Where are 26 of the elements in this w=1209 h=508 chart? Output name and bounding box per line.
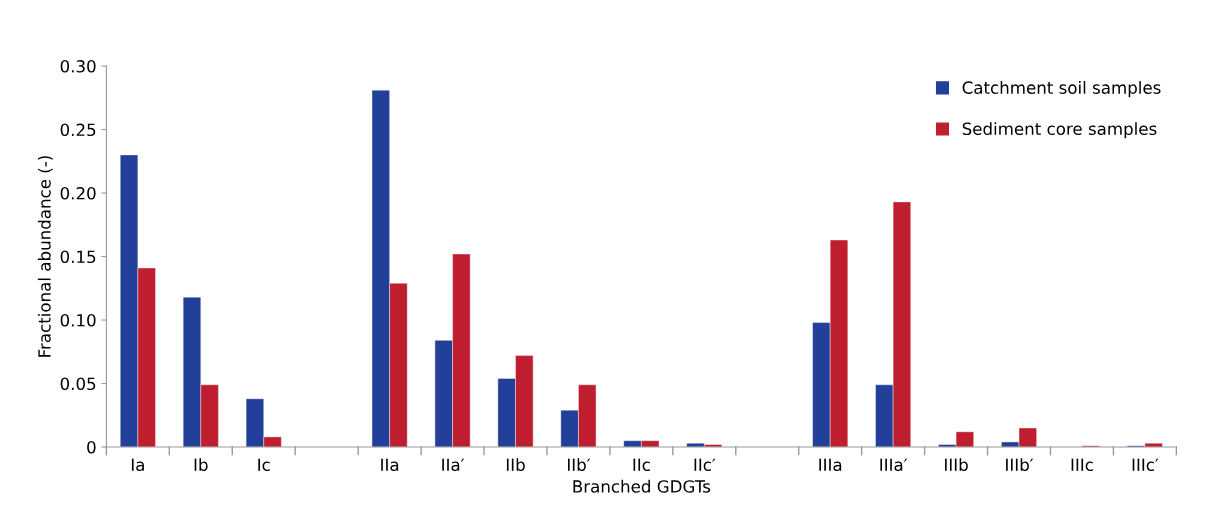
x-tick-label: Ia [131, 458, 144, 472]
x-tick-label: IIa [381, 458, 399, 472]
x-axis-title: Branched GDGTs [573, 479, 711, 493]
legend-label: Catchment soil samples [962, 81, 1161, 98]
x-tick-label: IIIb′ [1006, 458, 1034, 472]
x-tick-label: IIIa [819, 458, 842, 472]
x-tick-label: IIb [506, 458, 525, 472]
y-tick-label: 0.25 [60, 123, 96, 137]
x-tick-label: IIb′ [567, 458, 591, 472]
x-tick-label: IIIa′ [880, 458, 908, 472]
x-tick-label: IIIc [1071, 458, 1093, 472]
legend-label: Sediment core samples [962, 122, 1157, 139]
x-tick-label: IIIb [945, 458, 968, 472]
y-tick-label: 0 [87, 441, 96, 454]
x-tick-label: IIc′ [694, 458, 716, 472]
y-tick-label: 0.05 [60, 377, 96, 391]
y-tick-label: 0.20 [60, 187, 96, 200]
x-tick-label: Ib [194, 458, 208, 472]
y-tick-label: 0.30 [60, 60, 96, 73]
x-tick-label: Ic [258, 458, 270, 472]
y-tick-label: 0.15 [60, 250, 96, 264]
x-tick-label: IIc [633, 458, 650, 472]
y-axis-title: Fractional abundance (-) [37, 156, 53, 357]
y-tick-label: 0.10 [60, 314, 96, 327]
x-tick-label: IIIc′ [1132, 458, 1159, 472]
x-tick-label: IIa′ [442, 458, 465, 472]
